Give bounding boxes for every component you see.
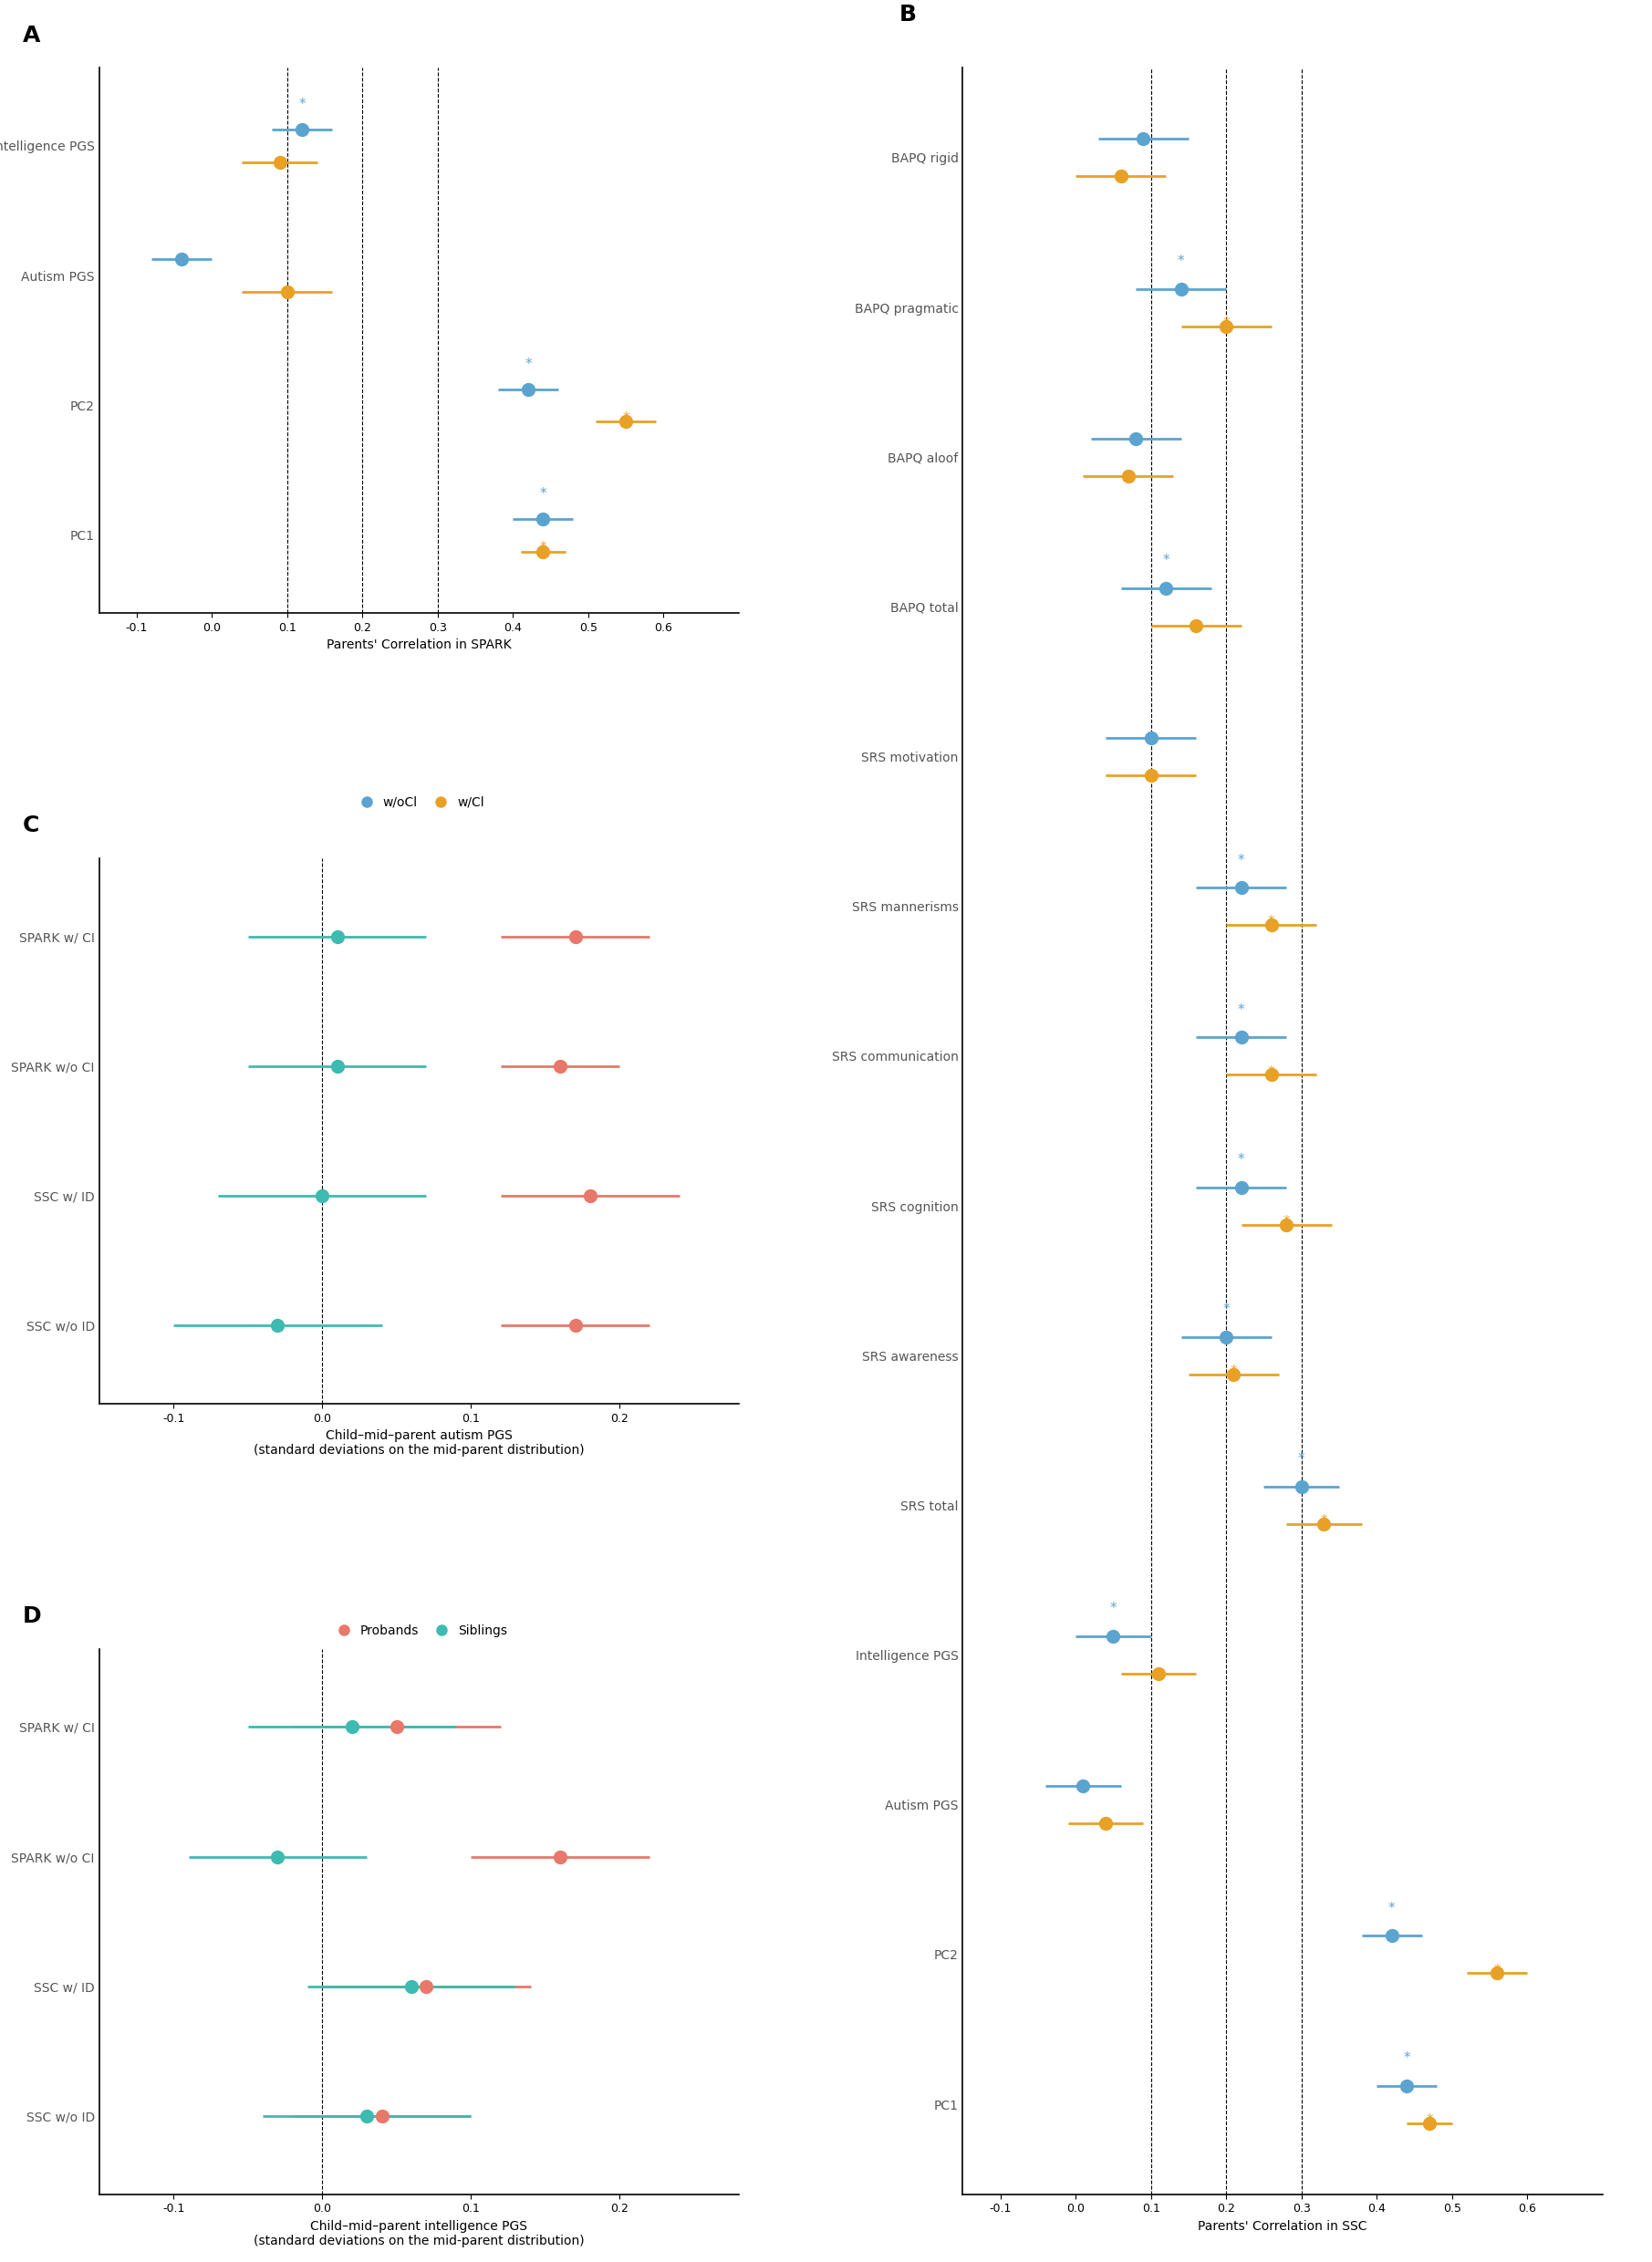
Text: *: * <box>1426 2113 1432 2126</box>
X-axis label: Parents' Correlation in SPARK: Parents' Correlation in SPARK <box>327 638 512 651</box>
Text: *: * <box>1267 1065 1275 1079</box>
Text: *: * <box>623 412 629 425</box>
Text: *: * <box>1237 1154 1244 1167</box>
Text: *: * <box>1237 853 1244 866</box>
Text: *: * <box>1222 1303 1229 1316</box>
Text: *: * <box>1267 916 1275 930</box>
Text: *: * <box>1388 1902 1396 1916</box>
Text: *: * <box>1237 1002 1244 1018</box>
Text: *: * <box>1298 1452 1305 1466</box>
Legend: w/oCl, w/Cl: w/oCl, w/Cl <box>349 792 489 814</box>
Text: D: D <box>23 1606 41 1626</box>
Legend: Probands, Siblings: Probands, Siblings <box>325 1620 512 1642</box>
Text: *: * <box>540 486 547 502</box>
Text: *: * <box>525 357 532 371</box>
Text: *: * <box>540 541 547 554</box>
Text: *: * <box>1163 554 1170 568</box>
Text: *: * <box>1178 253 1184 269</box>
X-axis label: Child–mid–parent intelligence PGS
(standard deviations on the mid-parent distrib: Child–mid–parent intelligence PGS (stand… <box>253 2219 585 2248</box>
Text: *: * <box>1320 1513 1328 1527</box>
Text: *: * <box>1284 1215 1290 1228</box>
Text: C: C <box>23 814 40 837</box>
Text: *: * <box>1493 1963 1500 1977</box>
Text: *: * <box>1222 317 1229 330</box>
Text: *: * <box>1403 2052 1411 2065</box>
Text: *: * <box>1231 1364 1237 1378</box>
Text: B: B <box>899 5 917 25</box>
Text: *: * <box>299 97 306 111</box>
X-axis label: Parents' Correlation in SSC: Parents' Correlation in SSC <box>1198 2219 1368 2233</box>
Text: *: * <box>1110 1601 1117 1615</box>
Text: A: A <box>23 25 40 45</box>
X-axis label: Child–mid–parent autism PGS
(standard deviations on the mid-parent distribution): Child–mid–parent autism PGS (standard de… <box>253 1430 585 1457</box>
